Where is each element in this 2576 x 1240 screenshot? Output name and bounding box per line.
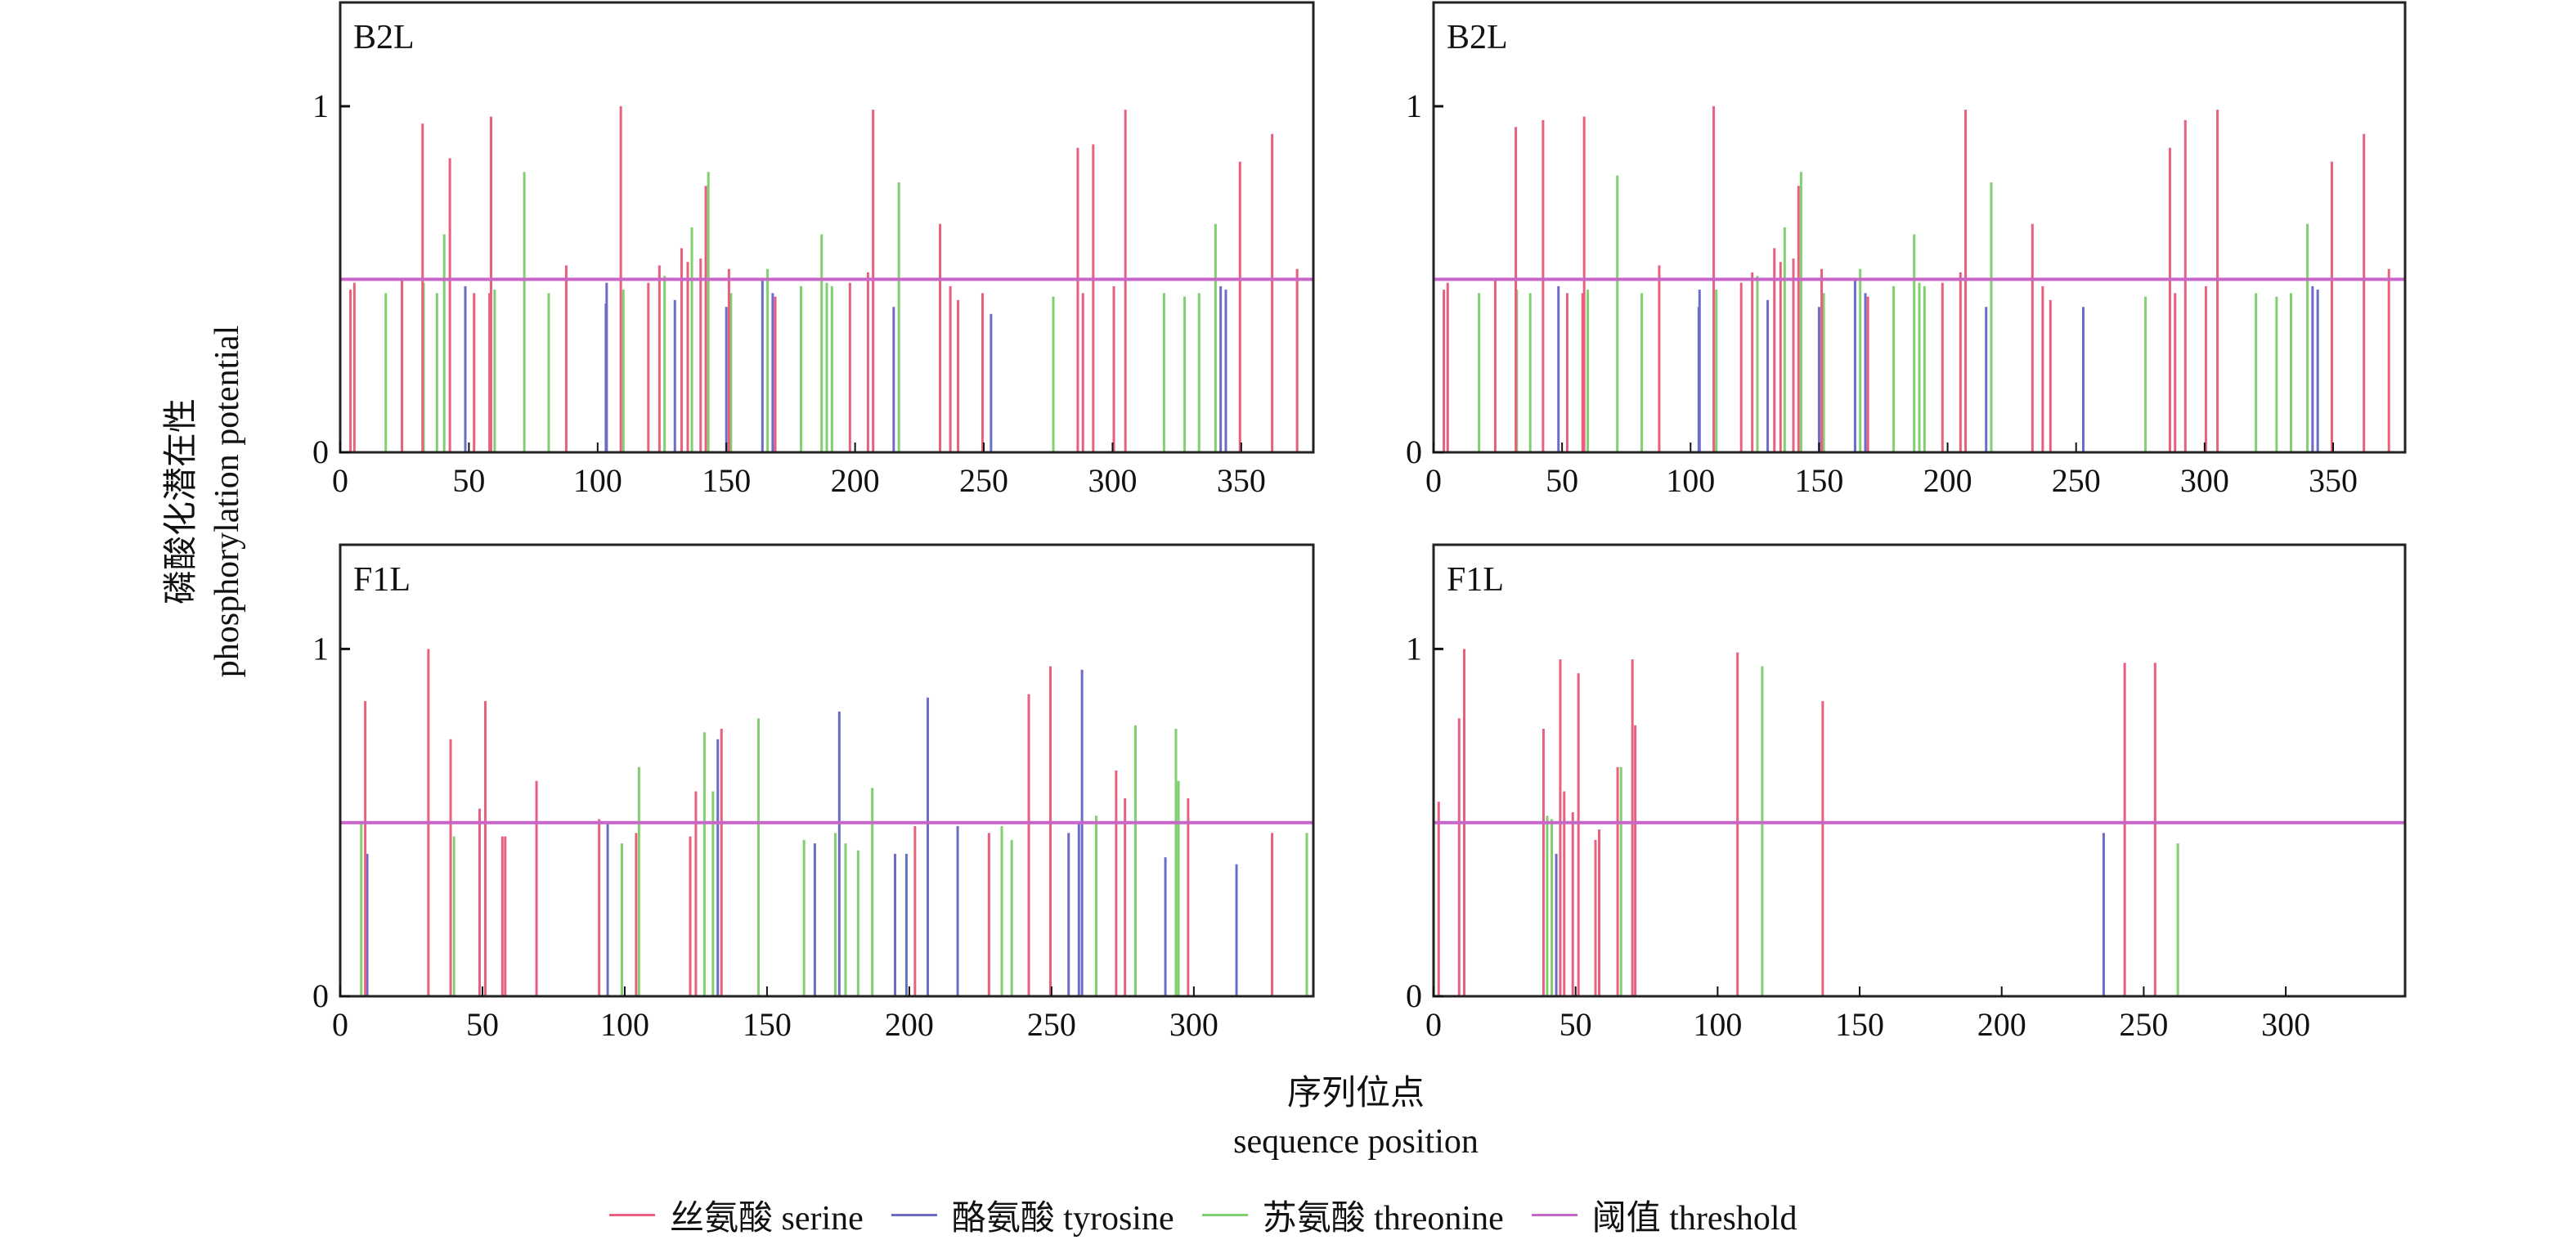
legend-swatch-tyrosine	[891, 1214, 937, 1216]
x-tick-label: 200	[831, 462, 880, 499]
x-tick-label: 300	[1088, 462, 1137, 499]
x-tick-label: 350	[2309, 462, 2358, 499]
x-tick-label: 0	[332, 1006, 348, 1043]
x-tick-label: 200	[1923, 462, 1972, 499]
x-tick-label: 0	[1425, 1006, 1442, 1043]
x-tick-label: 100	[600, 1006, 649, 1043]
y-tick-label: 0	[1406, 434, 1422, 470]
plot-frame	[339, 543, 1315, 998]
legend: 丝氨酸 serine 酪氨酸 tyrosine 苏氨酸 threonine 阈值…	[609, 1190, 1825, 1240]
y-axis-label-cn: 磷酸化潜在性	[163, 398, 200, 605]
x-tick-label: 50	[452, 462, 485, 499]
legend-label: 丝氨酸 serine	[670, 1200, 864, 1238]
x-tick-label: 0	[1425, 462, 1442, 499]
y-tick-label: 1	[312, 630, 329, 667]
legend-item-serine: 丝氨酸 serine	[609, 1190, 864, 1240]
x-tick-label: 100	[573, 462, 622, 499]
legend-label: 阈值 threshold	[1591, 1200, 1797, 1238]
x-tick-label: 150	[743, 1006, 792, 1043]
x-tick-label: 100	[1666, 462, 1715, 499]
panel-title: B2L	[1447, 19, 1508, 56]
x-tick-label: 250	[2119, 1006, 2168, 1043]
y-tick-label: 0	[312, 434, 329, 470]
x-tick-label: 300	[1169, 1006, 1218, 1043]
y-tick-label: 1	[312, 88, 329, 124]
x-tick-label: 150	[1835, 1006, 1884, 1043]
legend-label: 酪氨酸 tyrosine	[951, 1200, 1174, 1238]
x-axis-label-cn: 序列位点	[1286, 1075, 1425, 1112]
legend-swatch-serine	[609, 1214, 655, 1216]
x-tick-label: 250	[959, 462, 1008, 499]
x-tick-label: 50	[1560, 1006, 1592, 1043]
x-tick-label: 0	[332, 462, 348, 499]
x-tick-label: 250	[1027, 1006, 1076, 1043]
x-tick-label: 200	[885, 1006, 934, 1043]
legend-item-threonine: 苏氨酸 threonine	[1201, 1190, 1504, 1240]
panel-b2l-2: 0 50 100 150 200 250 300 350 0 1 B2L	[1406, 1, 2407, 499]
x-tick-label: 300	[2180, 462, 2229, 499]
plot-frame	[1432, 543, 2407, 998]
legend-swatch-threonine	[1201, 1214, 1248, 1216]
panel-title: B2L	[353, 19, 415, 56]
x-tick-label: 300	[2261, 1006, 2310, 1043]
y-axis-label: 磷酸化潜在性 phosphorylation potential	[159, 326, 250, 677]
panel-b2l-1: 0 50 100 150 200 250 300 350 0 1 B2L	[312, 1, 1315, 499]
x-tick-label: 200	[1977, 1006, 2026, 1043]
x-axis-label-en: sequence position	[1233, 1123, 1479, 1161]
panel-title: F1L	[1447, 561, 1504, 599]
panel-f1l-4: 0 50 100 150 200 250 300 0 1 F1L	[1406, 543, 2407, 1043]
x-tick-label: 100	[1693, 1006, 1742, 1043]
plot-frame	[339, 1, 1315, 454]
legend-item-tyrosine: 酪氨酸 tyrosine	[891, 1190, 1174, 1240]
y-tick-label: 0	[1406, 977, 1422, 1014]
legend-label: 苏氨酸 threonine	[1262, 1200, 1504, 1238]
legend-swatch-threshold	[1531, 1214, 1577, 1216]
x-tick-label: 350	[1217, 462, 1266, 499]
x-tick-label: 50	[1546, 462, 1578, 499]
y-tick-label: 0	[312, 977, 329, 1014]
plot-frame	[1432, 1, 2407, 454]
y-tick-label: 1	[1406, 88, 1422, 124]
y-tick-label: 1	[1406, 630, 1422, 667]
x-tick-label: 150	[1794, 462, 1843, 499]
x-tick-label: 50	[466, 1006, 499, 1043]
y-axis-label-en: phosphorylation potential	[209, 325, 246, 678]
panel-title: F1L	[353, 561, 411, 599]
panel-f1l-3: 0 50 100 150 200 250 300 0 1 F1L	[312, 543, 1315, 1043]
legend-item-threshold: 阈值 threshold	[1531, 1190, 1797, 1240]
x-tick-label: 250	[2052, 462, 2101, 499]
x-tick-label: 150	[702, 462, 751, 499]
